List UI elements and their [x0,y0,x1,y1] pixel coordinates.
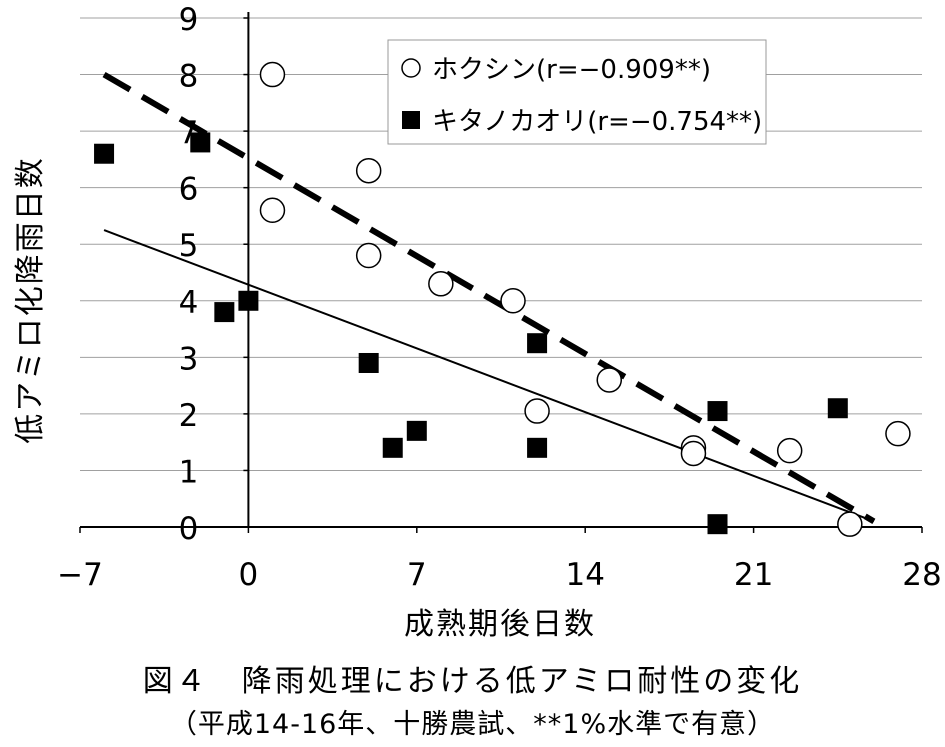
y-tick-label: 4 [179,285,199,321]
x-tick-label: 28 [902,557,941,593]
y-axis-title: 低アミロ化降雨日数 [13,156,48,443]
data-point-hokushin [355,157,382,184]
data-point-hokushin [259,61,286,88]
legend-marker-hokushin [401,58,421,78]
data-point-kitanokaori [707,514,728,535]
data-point-hokushin [596,367,623,393]
x-tick-label: 7 [407,557,427,593]
y-tick-label: 9 [179,2,199,38]
trendline-kitanokaori [103,229,875,523]
y-tick-label: 2 [179,398,199,434]
data-point-kitanokaori [827,398,848,419]
data-point-kitanokaori [238,290,259,311]
data-point-kitanokaori [190,132,211,153]
x-tick-label: 14 [565,557,604,593]
data-point-kitanokaori [527,333,548,354]
data-point-kitanokaori [707,401,728,422]
legend: ホクシン(r=−0.909**) キタノカオリ(r=−0.754**) [387,39,767,145]
data-point-hokushin [500,288,526,314]
trendlines [102,71,876,524]
axis-labels: 成熟期後日数 低アミロ化降雨日数 [13,156,596,642]
data-point-kitanokaori [527,437,548,458]
data-point-kitanokaori [406,420,427,441]
data-point-hokushin [259,197,286,224]
data-point-hokushin [680,440,707,467]
data-point-kitanokaori [382,437,403,458]
y-tick-label: 1 [179,454,199,490]
data-point-hokushin [524,398,550,424]
legend-label-hokushin: ホクシン(r=−0.909**) [432,55,711,85]
x-tick-label: −7 [57,557,103,593]
y-tick-label: 8 [179,59,199,95]
x-tick-label: 0 [239,557,259,593]
y-tick-label: 0 [179,511,199,547]
legend-label-kitanokaori: キタノカオリ(r=−0.754**) [432,107,762,137]
y-tick-label: 6 [179,172,199,208]
figure-caption-subtitle: （平成14-16年、十勝農試、**1%水準で有意） [169,709,776,740]
trendline-hokushin [102,71,876,524]
data-point-kitanokaori [358,352,379,373]
data-point-hokushin [776,437,803,464]
data-point-hokushin [355,242,382,269]
legend-box [387,39,767,145]
data-point-kitanokaori [94,143,115,164]
figure-caption-title: 図４ 降雨処理における低アミロ耐性の変化 [142,664,803,699]
y-tick-label: 5 [179,228,199,264]
x-tick-label: 21 [734,557,773,593]
y-tick-label: 3 [179,341,199,377]
x-axis-title: 成熟期後日数 [404,607,596,642]
data-points [94,61,911,537]
gridlines [80,17,922,471]
data-point-hokushin [428,271,454,297]
data-point-hokushin [837,511,863,537]
legend-marker-kitanokaori [402,111,420,129]
data-point-hokushin [885,420,911,447]
data-point-kitanokaori [214,302,235,323]
